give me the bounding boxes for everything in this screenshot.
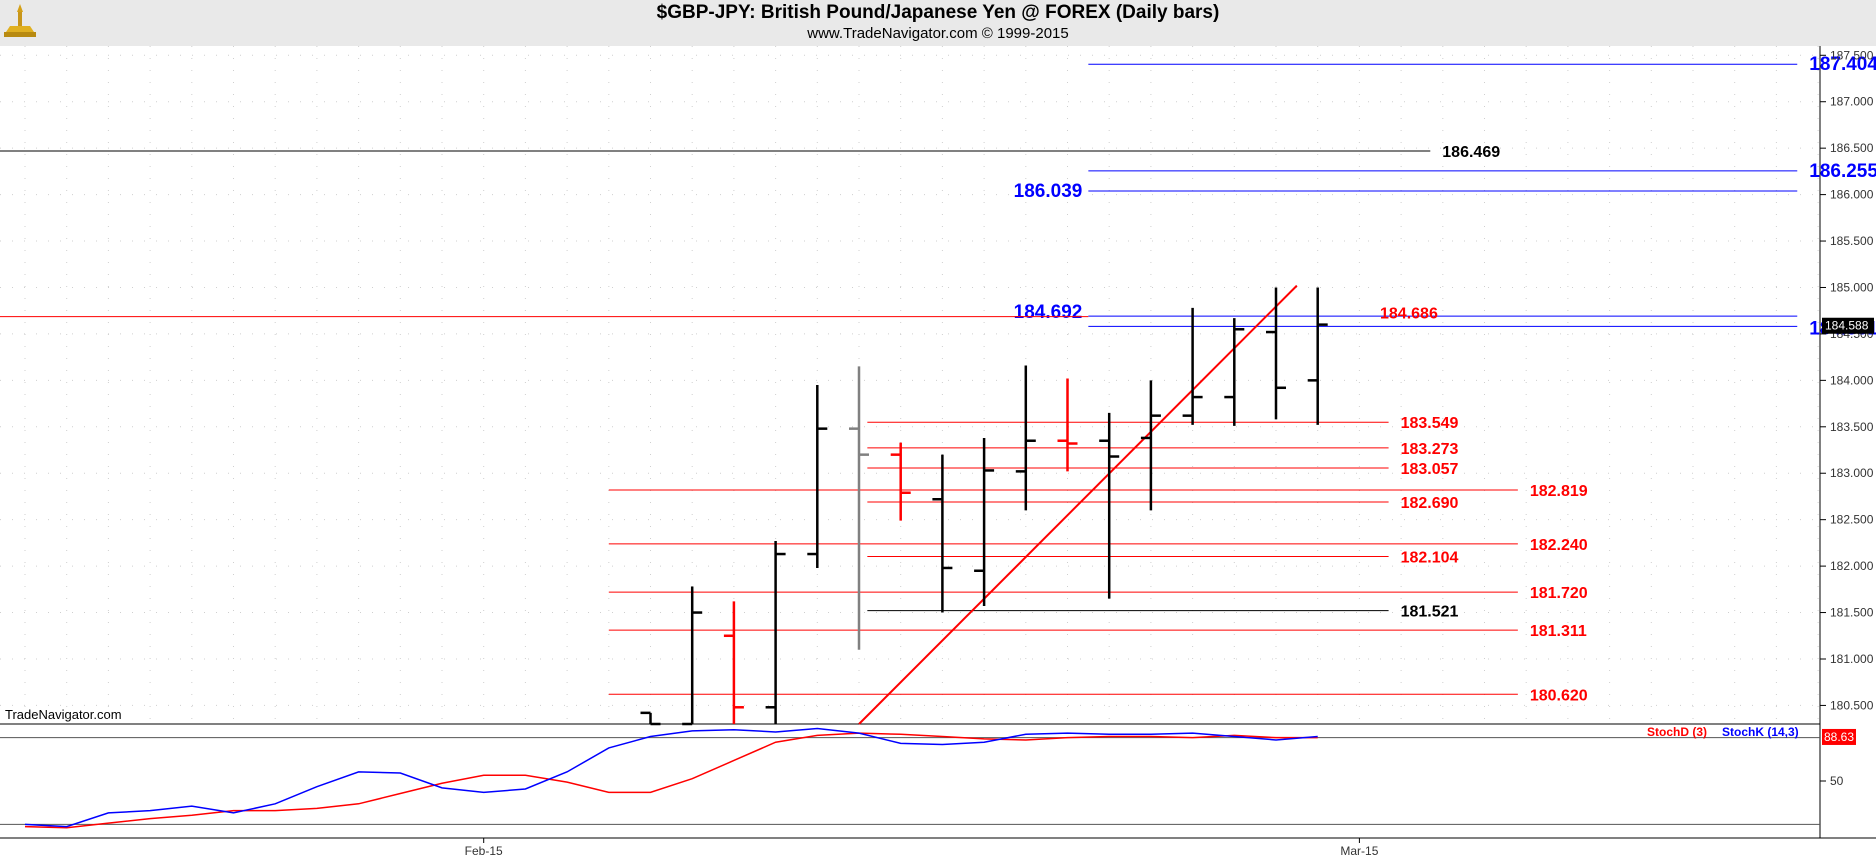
level-label: 183.549 [1401,415,1459,432]
level-label: 183.273 [1401,441,1459,458]
price-axis: 180.500 181.000 181.500 182.000 182.500 183.0… [1820,48,1874,712]
price-tick-label: 181.500 [1830,606,1874,620]
chart-header [0,0,1876,46]
stoch-series-line [24,732,1318,829]
level-label: 182.104 [1401,549,1459,566]
price-tick-label: 185.500 [1830,234,1874,248]
trendline [858,284,1298,725]
level-label: 184.692 [1014,302,1083,323]
price-tick-label: 182.500 [1830,513,1874,527]
level-label: 182.240 [1530,537,1588,554]
price-tick-label: 187.500 [1830,48,1874,62]
level-label: 182.690 [1401,495,1459,512]
level-label: 186.469 [1442,144,1500,161]
trendline-segment [858,284,1298,725]
level-label: 186.255 [1809,161,1876,182]
price-tick-label: 184.000 [1830,373,1874,387]
price-tick-label: 183.000 [1830,466,1874,480]
level-label: 186.039 [1014,181,1083,202]
price-tick-label: 185.000 [1830,280,1874,294]
price-tick-label: 182.000 [1830,559,1874,573]
level-label: 180.620 [1530,687,1588,704]
stochastic-panel: 50 StochD (3) StochK (14,3) 88.63 [0,725,1856,829]
date-axis: Feb-15 Mar-15 [465,838,1379,858]
legend-stochd: StochD (3) [1647,725,1707,739]
chart-subtitle: www.TradeNavigator.com © 1999-2015 [807,25,1069,42]
date-tick-label: Mar-15 [1340,844,1378,858]
level-label: 181.311 [1530,623,1587,640]
current-price-badge [1822,317,1874,334]
watermark: TradeNavigator.com [5,707,122,722]
chart-frame [0,46,1876,839]
stoch-tick-label: 50 [1830,774,1844,788]
stoch-value-label: 88.63 [1824,730,1854,744]
price-tick-label: 180.500 [1830,698,1874,712]
level-label: 183.057 [1401,461,1459,478]
level-label: 181.720 [1530,585,1588,602]
stoch-value-badge [1822,728,1856,745]
price-tick-label: 187.000 [1830,95,1874,109]
legend-stochk: StochK (14,3) [1722,725,1799,739]
current-price-label: 184.588 [1825,319,1869,333]
price-tick-label: 183.500 [1830,420,1874,434]
level-label: 182.819 [1530,483,1588,500]
stoch-series-line [24,727,1318,828]
price-levels: 187.404 186.469 186.255 186.039 184.692 184.6… [0,54,1876,704]
level-label: 181.521 [1401,604,1459,621]
level-label: 187.404 [1809,54,1876,75]
price-tick-label: 181.000 [1830,652,1874,666]
level-label: 184.686 [1380,306,1438,323]
chart-title: $GBP-JPY: British Pound/Japanese Yen @ F… [656,2,1220,23]
date-tick-label: Feb-15 [465,844,503,858]
trade-navigator-logo [4,4,36,37]
price-tick-label: 186.500 [1830,141,1874,155]
price-tick-label: 186.000 [1830,188,1874,202]
ohlc-bars [640,287,1328,726]
